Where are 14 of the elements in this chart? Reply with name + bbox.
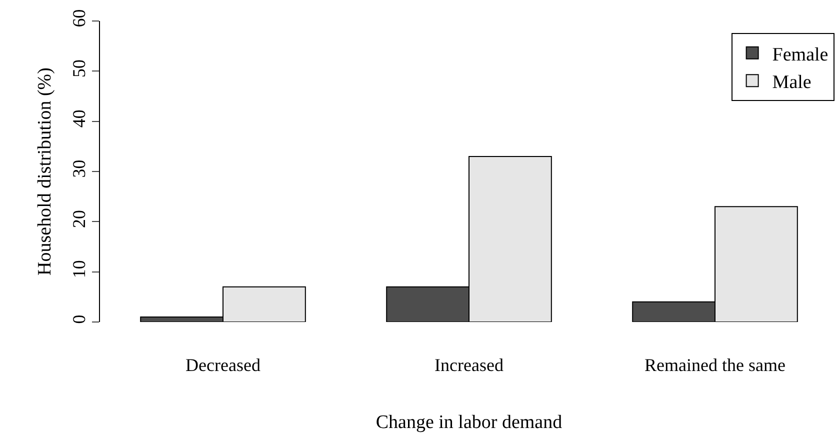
y-axis-title: Household distribution (%) — [34, 68, 56, 276]
x-axis-title: Change in labor demand — [376, 412, 563, 433]
y-tick-label: 30 — [68, 160, 89, 178]
x-tick-label: Decreased — [186, 355, 260, 375]
y-tick-label: 0 — [68, 314, 89, 324]
y-tick-label: 40 — [68, 110, 89, 128]
y-tick-label: 60 — [68, 9, 89, 28]
y-tick-label: 10 — [68, 260, 89, 278]
x-tick-label: Increased — [434, 355, 504, 375]
legend-label: Female — [772, 44, 828, 66]
x-tick-label: Remained the same — [644, 355, 786, 375]
y-tick-label: 20 — [68, 210, 89, 228]
y-tick-label: 50 — [68, 59, 89, 78]
legend-label: Male — [772, 72, 812, 93]
